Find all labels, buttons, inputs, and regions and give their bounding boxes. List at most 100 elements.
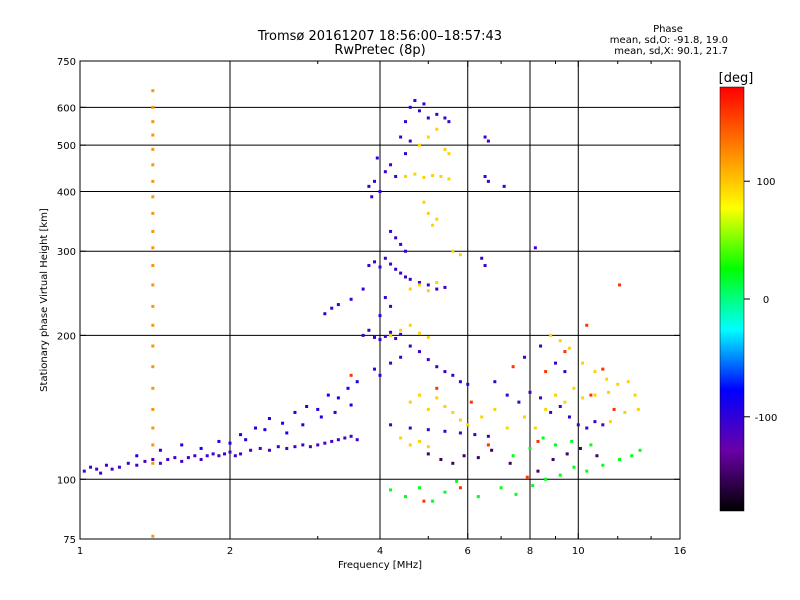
x-tick-label: 1	[77, 546, 83, 557]
x-tick-label: 10	[572, 546, 585, 557]
data-point	[375, 156, 379, 160]
data-point	[355, 438, 359, 442]
data-point	[486, 179, 490, 183]
data-point	[158, 448, 162, 452]
data-point	[431, 499, 435, 503]
data-point	[253, 426, 257, 430]
data-point	[533, 246, 537, 250]
data-point	[539, 396, 543, 400]
data-point	[394, 337, 398, 341]
data-point	[82, 469, 86, 473]
data-point	[570, 439, 574, 443]
data-point	[549, 333, 553, 337]
data-point	[443, 429, 447, 433]
data-point	[408, 344, 412, 348]
data-point	[517, 400, 521, 404]
data-point	[151, 89, 155, 93]
data-point	[476, 456, 480, 460]
y-tick-label: 600	[57, 103, 76, 114]
data-point	[151, 229, 155, 233]
phase-heading: Phase	[653, 24, 683, 35]
data-point	[417, 393, 421, 397]
data-point	[435, 127, 439, 131]
data-point	[458, 380, 462, 384]
data-point	[426, 428, 430, 432]
data-point	[370, 195, 374, 199]
data-point	[462, 454, 466, 458]
data-point	[499, 486, 503, 490]
data-point	[383, 296, 387, 300]
data-point	[544, 477, 548, 481]
data-point	[378, 373, 382, 377]
data-point	[476, 495, 480, 499]
data-point	[443, 285, 447, 289]
data-point	[426, 407, 430, 411]
data-point	[151, 443, 155, 447]
y-tick-label: 300	[57, 247, 76, 258]
data-point	[367, 264, 371, 268]
data-point	[541, 436, 545, 440]
data-point	[394, 236, 398, 240]
x-tick-label: 6	[465, 546, 471, 557]
data-point	[443, 490, 447, 494]
data-point	[373, 260, 377, 264]
data-point	[618, 283, 622, 287]
data-point	[486, 139, 490, 143]
data-point	[544, 370, 548, 374]
data-point	[336, 396, 340, 400]
data-point	[151, 105, 155, 109]
y-tick-label: 75	[63, 535, 76, 546]
data-point	[399, 328, 403, 332]
data-point	[126, 461, 130, 465]
data-point	[104, 463, 108, 467]
data-point	[281, 421, 285, 425]
data-point	[408, 323, 412, 327]
data-point	[408, 139, 412, 143]
data-point	[458, 253, 462, 257]
data-point	[417, 283, 421, 287]
data-point	[544, 407, 548, 411]
data-point	[431, 223, 435, 227]
data-point	[435, 365, 439, 369]
data-point	[443, 147, 447, 151]
data-point	[383, 256, 387, 260]
data-point	[403, 174, 407, 178]
data-point	[514, 492, 518, 496]
data-point	[451, 410, 455, 414]
data-points	[82, 89, 642, 538]
data-point	[533, 426, 537, 430]
data-point	[458, 431, 462, 435]
data-point	[505, 426, 509, 430]
data-point	[426, 116, 430, 120]
data-point	[186, 456, 190, 460]
data-point	[399, 355, 403, 359]
data-point	[451, 461, 455, 465]
data-point	[319, 415, 323, 419]
data-point	[373, 335, 377, 339]
data-point	[435, 281, 439, 285]
data-point	[151, 147, 155, 151]
data-point	[117, 465, 121, 469]
data-point	[508, 461, 512, 465]
data-point	[426, 445, 430, 449]
x-tick-label: 8	[527, 546, 533, 557]
data-point	[389, 333, 393, 337]
data-point	[593, 370, 597, 374]
data-point	[549, 410, 553, 414]
data-point	[408, 277, 412, 281]
data-point	[361, 333, 365, 337]
data-point	[593, 393, 597, 397]
data-point	[607, 390, 611, 394]
data-point	[316, 443, 320, 447]
data-point	[239, 452, 243, 456]
data-point	[378, 338, 382, 342]
data-point	[205, 454, 209, 458]
data-point	[408, 287, 412, 291]
data-point	[483, 135, 487, 139]
data-point	[378, 314, 382, 318]
data-point	[367, 184, 371, 188]
data-point	[417, 331, 421, 335]
data-point	[389, 361, 393, 365]
data-point	[151, 386, 155, 390]
